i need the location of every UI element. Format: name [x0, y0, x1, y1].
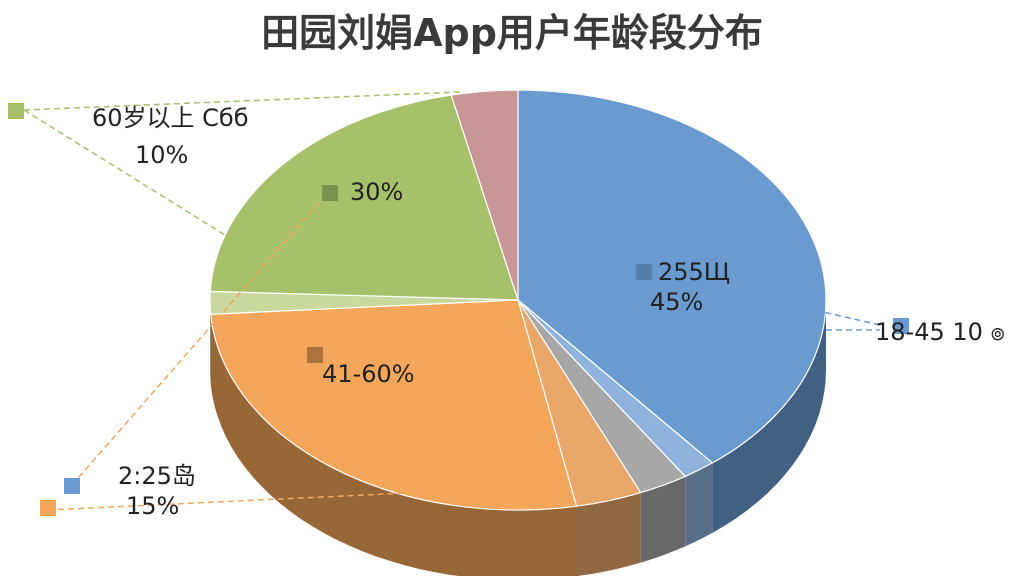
pie-slices	[209, 89, 827, 511]
slice-label-0-line1: 255Щ	[658, 258, 730, 286]
slice-label-4: 41-60%	[322, 360, 415, 388]
pie-wall-0	[712, 300, 826, 533]
legend-label-2: 2:25岛	[118, 462, 196, 490]
legend-sub-0: 10%	[135, 141, 188, 169]
pie-slice-4	[210, 299, 578, 511]
pie-wall-3	[576, 492, 641, 576]
legend-label-1: 18-45 10 ๏	[875, 318, 1005, 346]
legend-marker-1	[893, 318, 909, 334]
legend-marker-3	[40, 500, 56, 516]
slice-marker-4	[307, 347, 323, 363]
pie-slice-6	[209, 94, 519, 301]
slice-marker-0	[636, 264, 652, 280]
chart-title: 田园刘娟App用户年龄段分布	[261, 11, 763, 55]
legend-marker-2	[64, 478, 80, 494]
pie-slice-0	[517, 89, 827, 464]
slice-marker-6	[322, 185, 338, 201]
legend-sub-2: 15%	[126, 492, 179, 520]
slice-label-6: 30%	[350, 178, 403, 206]
leader-line-3	[717, 287, 881, 326]
pie-wall-1	[685, 462, 713, 547]
leader-line-4	[71, 189, 331, 486]
legend-marker-0	[8, 103, 24, 119]
pie-wall-5	[210, 300, 211, 385]
leader-line-0	[23, 91, 461, 111]
leader-line-5	[47, 489, 471, 511]
pie-wall-2	[640, 476, 686, 563]
slice-label-0-line2: 45%	[650, 288, 703, 316]
leader-line-2	[717, 288, 880, 331]
leader-lines	[23, 91, 881, 511]
pie-slice-7	[450, 89, 519, 301]
pie-depth	[210, 300, 826, 576]
legend-label-0: 60岁以上 Cбб	[92, 104, 249, 132]
pie-wall-4	[210, 314, 577, 576]
